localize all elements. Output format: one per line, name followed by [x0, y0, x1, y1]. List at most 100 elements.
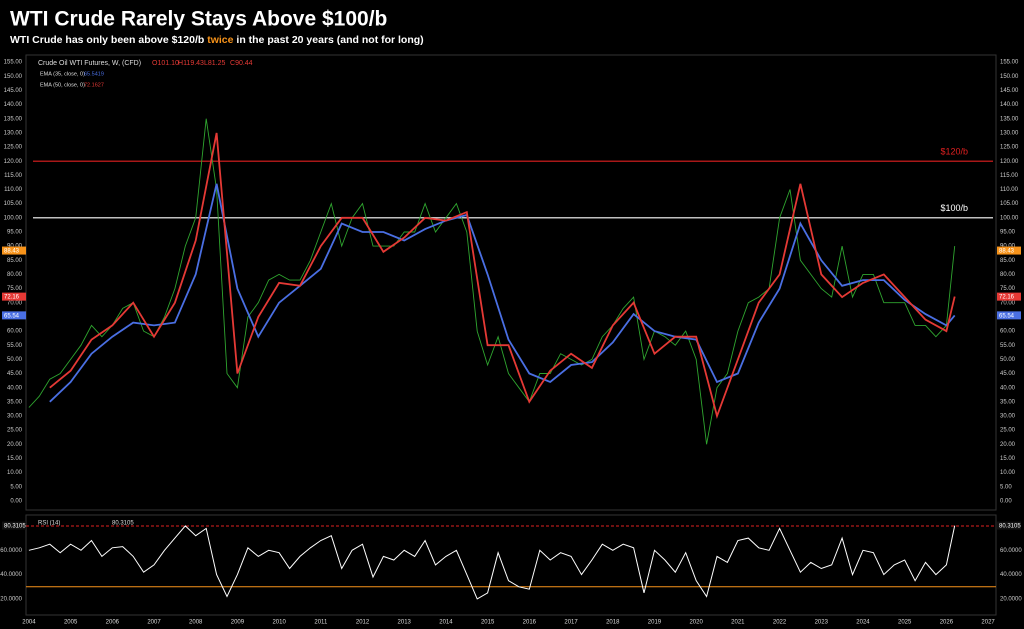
y-tick-label: 60.0000 [0, 548, 22, 554]
y-tick-label: 20.00 [7, 442, 23, 448]
x-tick-label: 2009 [231, 620, 245, 626]
y-tick-label: 95.00 [7, 230, 23, 236]
x-tick-label: 2022 [773, 620, 787, 626]
ohlc-key: H [178, 60, 183, 67]
x-tick-label: 2021 [731, 620, 745, 626]
x-tick-label: 2020 [689, 620, 703, 626]
subtitle-part: WTI Crude has only been above $120/b [10, 34, 207, 46]
ohlc-value: H119.43 [178, 60, 204, 67]
price-badge [997, 311, 1021, 320]
x-tick-label: 2010 [272, 620, 286, 626]
title: WTI Crude Rarely Stays Above $100/b [10, 8, 387, 31]
y-tick-label: 0.00 [10, 499, 22, 505]
y-tick-label-right: 85.00 [1000, 258, 1016, 264]
ohlc-key: L [204, 60, 208, 67]
y-tick-label: 40.00 [7, 385, 23, 391]
y-tick-label-right: 20.00 [1000, 442, 1016, 448]
y-tick-label: 25.00 [7, 428, 23, 434]
price-line [28, 118, 956, 445]
price-badge-label: 72.16 [999, 295, 1015, 301]
rsi-pane [25, 514, 997, 616]
price-badge-label: 80.3105 [4, 524, 26, 530]
y-tick-label: 50.00 [7, 357, 23, 363]
level-label: $100/b [940, 203, 968, 213]
x-tick-label: 2027 [981, 620, 995, 626]
subtitle-highlight: twice [207, 34, 233, 46]
y-tick-label-right: 110.00 [1000, 187, 1019, 193]
y-tick-label: 105.00 [4, 201, 23, 207]
ohlc-label: 90.44 [235, 60, 253, 67]
y-tick-label-right: 15.00 [1000, 456, 1016, 462]
y-tick-label: 100.00 [4, 215, 23, 221]
price-badge [997, 521, 1021, 530]
y-tick-label: 145.00 [4, 88, 23, 94]
x-tick-label: 2023 [815, 620, 829, 626]
y-tick-label: 20.0000 [0, 597, 22, 603]
y-tick-label-right: 10.00 [1000, 470, 1016, 476]
price-badge [997, 292, 1021, 301]
x-tick-label: 2016 [523, 620, 537, 626]
y-tick-label-right: 105.00 [1000, 201, 1019, 207]
y-tick-label-right: 55.00 [1000, 343, 1016, 349]
y-tick-label-right: 120.00 [1000, 159, 1019, 165]
x-tick-label: 2018 [606, 620, 620, 626]
price-badge [2, 292, 26, 301]
y-tick-label-right: 70.00 [1000, 300, 1016, 306]
x-tick-label: 2011 [314, 620, 328, 626]
y-tick-label-right: 45.00 [1000, 371, 1016, 377]
y-tick-label-right: 40.0000 [1000, 572, 1022, 578]
y-tick-label-right: 155.00 [1000, 60, 1019, 66]
y-tick-label: 155.00 [4, 60, 23, 66]
y-tick-label: 5.00 [10, 484, 22, 490]
y-tick-label-right: 100.00 [1000, 215, 1019, 221]
y-tick-label: 60.00 [7, 329, 23, 335]
y-tick-label: 135.00 [4, 116, 23, 122]
y-tick-label: 10.00 [7, 470, 23, 476]
y-tick-label-right: 30.00 [1000, 414, 1016, 420]
price-badge-label: 65.54 [4, 313, 20, 319]
x-tick-label: 2007 [147, 620, 161, 626]
rsi-name: RSI (14) [38, 521, 60, 527]
y-tick-label-right: 145.00 [1000, 88, 1019, 94]
y-tick-label: 45.00 [7, 371, 23, 377]
legend-value: 72.1627 [84, 82, 104, 88]
y-tick-label-right: 130.00 [1000, 130, 1019, 136]
ohlc-value: O101.10 [152, 60, 179, 67]
x-tick-label: 2015 [481, 620, 495, 626]
y-tick-label-right: 150.00 [1000, 74, 1019, 80]
x-tick-label: 2004 [22, 620, 36, 626]
y-tick-label-right: 25.00 [1000, 428, 1016, 434]
ohlc-label: 101.10 [157, 60, 179, 67]
x-tick-label: 2024 [856, 620, 870, 626]
y-tick-label: 55.00 [7, 343, 23, 349]
y-tick-label: 150.00 [4, 74, 23, 80]
y-tick-label: 120.00 [4, 159, 23, 165]
y-tick-label: 115.00 [4, 173, 23, 179]
legend-value: 65.5419 [84, 71, 104, 77]
x-tick-label: 2026 [940, 620, 954, 626]
ohlc-value: C90.44 [230, 60, 253, 67]
ohlc-label: 81.25 [208, 60, 226, 67]
symbol-name: Crude Oil WTI Futures, W, (CFD) [38, 60, 141, 67]
y-tick-label: 140.00 [4, 102, 23, 108]
y-tick-label: 70.00 [7, 300, 23, 306]
y-tick-label: 125.00 [4, 145, 23, 151]
y-tick-label-right: 125.00 [1000, 145, 1019, 151]
y-tick-label-right: 80.00 [1000, 272, 1016, 278]
price-pane [25, 54, 997, 511]
series-line [28, 525, 956, 600]
x-tick-label: 2025 [898, 620, 912, 626]
y-tick-label-right: 5.00 [1000, 484, 1012, 490]
ohlc-label: 119.43 [183, 60, 204, 67]
y-tick-label-right: 50.00 [1000, 357, 1016, 363]
level-label: $120/b [940, 147, 968, 157]
y-tick-label: 85.00 [7, 258, 23, 264]
price-badge [2, 246, 26, 255]
x-tick-label: 2017 [564, 620, 578, 626]
y-tick-label-right: 0.00 [1000, 499, 1012, 505]
y-tick-label: 40.0000 [0, 572, 22, 578]
ohlc-key: C [230, 60, 235, 67]
y-tick-label-right: 40.00 [1000, 385, 1016, 391]
